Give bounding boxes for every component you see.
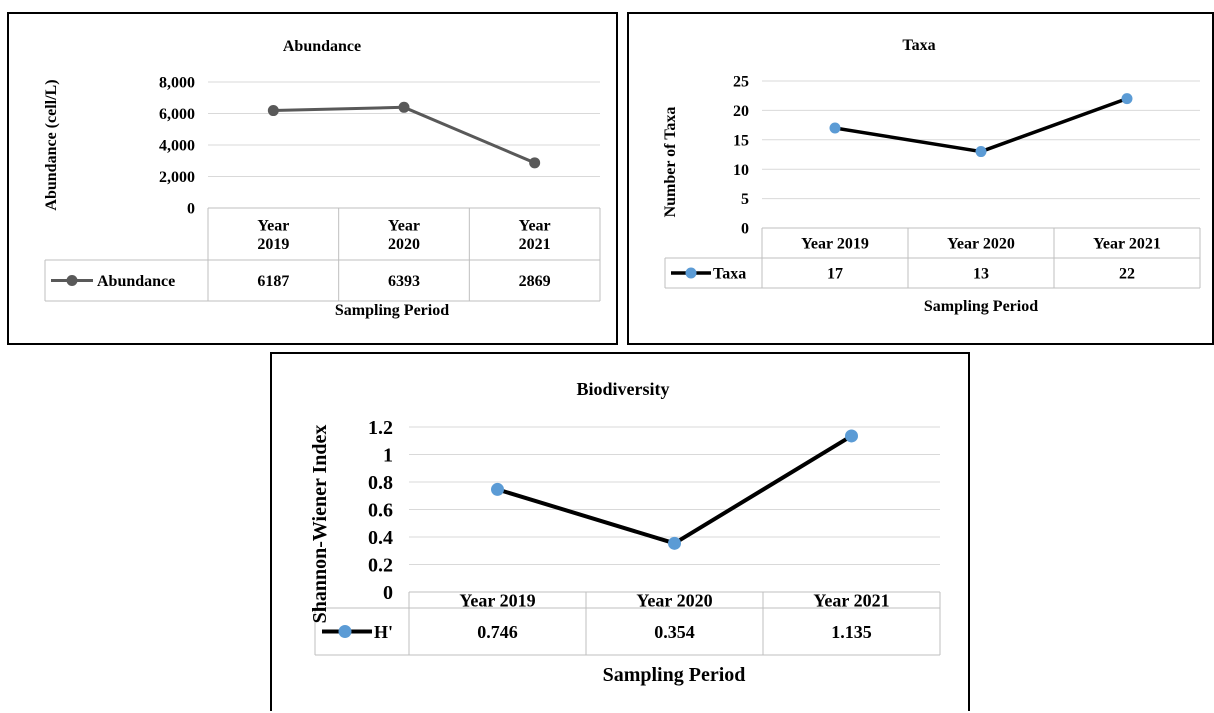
biodiversity-legend-marker [338,625,352,638]
taxa-y-tick-label: 20 [733,103,749,120]
taxa-y-tick-label: 0 [741,221,749,238]
biodiversity-x-axis-title: Sampling Period [603,664,746,686]
taxa-data-point [975,146,987,158]
taxa-legend-label: Taxa [713,266,746,283]
biodiversity-category-label: Year 2020 [636,590,712,610]
biodiversity-data-point [845,429,858,443]
abundance-category-label: 2021 [519,236,551,253]
biodiversity-value-cell: 1.135 [831,622,872,642]
biodiversity-legend-label: H' [374,622,393,642]
biodiversity-value-cell: 0.354 [654,622,695,642]
biodiversity-value-cell: 0.746 [477,622,518,642]
taxa-y-tick-label: 10 [733,162,749,179]
biodiversity-chart-panel: Biodiversity 0 0.2 0.4 0.6 0.8 1 1.2 Year 2019 Ye… [270,352,970,711]
taxa-chart-panel: Taxa 0 5 10 15 20 25 Year 2019 Year 2020 Year 202… [627,12,1214,345]
biodiversity-chart-title: Biodiversity [577,379,670,399]
biodiversity-chart: Biodiversity 0 0.2 0.4 0.6 0.8 1 1.2 Year 2019 Ye… [309,379,941,686]
taxa-value-cell: 13 [973,266,989,283]
biodiversity-series-line [496,434,853,546]
taxa-series-line [834,96,1128,154]
taxa-y-axis-title: Number of Taxa [662,107,679,218]
taxa-legend-marker [685,267,697,279]
abundance-y-tick-label: 8,000 [159,75,195,92]
abundance-category-label: Year [519,217,551,234]
taxa-value-cell: 22 [1119,266,1135,283]
biodiversity-category-label: Year 2021 [813,590,889,610]
abundance-data-point [529,157,541,169]
abundance-data-point [267,105,279,117]
biodiversity-y-tick-label: 0.2 [368,555,393,577]
abundance-chart-title: Abundance [283,38,361,55]
abundance-y-tick-label: 4,000 [159,138,195,155]
abundance-value-cell: 6187 [257,273,289,290]
taxa-value-cell: 17 [827,266,843,283]
biodiversity-y-tick-label: 0.8 [368,472,393,494]
taxa-x-axis-title: Sampling Period [924,298,1038,315]
abundance-chart: Abundance 0 2,000 4,000 6,000 8,000 Year 2019 Ye… [43,38,601,319]
biodiversity-y-tick-label: 0.4 [368,527,393,549]
abundance-y-axis-title: Abundance (cell/L) [43,79,60,210]
taxa-data-point [1121,93,1133,105]
biodiversity-data-point [668,536,681,550]
taxa-y-tick-label: 15 [733,132,749,149]
taxa-chart: Taxa 0 5 10 15 20 25 Year 2019 Year 2020 Year 202… [662,37,1201,315]
taxa-category-label: Year 2019 [801,236,869,253]
biodiversity-data-point [491,482,504,496]
abundance-value-cell: 6393 [388,273,420,290]
biodiversity-y-tick-label: 0.6 [368,500,393,522]
biodiversity-y-tick-label: 1 [383,445,393,467]
abundance-category-label: Year [257,217,289,234]
abundance-data-point [398,101,410,113]
abundance-value-cell: 2869 [519,273,551,290]
abundance-category-label: 2019 [257,236,289,253]
abundance-chart-panel: Abundance 0 2,000 4,000 6,000 8,000 Year 2019 Ye… [7,12,618,345]
taxa-data-point [829,122,841,134]
biodiversity-category-label: Year 2019 [459,590,535,610]
taxa-y-tick-label: 5 [741,191,749,208]
taxa-category-label: Year 2020 [947,236,1015,253]
taxa-y-tick-label: 25 [733,74,749,91]
abundance-x-axis-title: Sampling Period [335,302,449,319]
biodiversity-y-tick-label: 0 [383,582,393,604]
taxa-chart-title: Taxa [902,37,935,54]
abundance-y-tick-label: 0 [187,201,195,218]
abundance-category-label: Year [388,217,420,234]
taxa-category-label: Year 2021 [1093,236,1161,253]
abundance-category-label: 2020 [388,236,420,253]
abundance-legend-label: Abundance [97,273,175,290]
abundance-y-tick-label: 2,000 [159,169,195,186]
abundance-series-line [273,105,536,165]
biodiversity-y-tick-label: 1.2 [368,417,393,439]
biodiversity-y-axis-title: Shannon-Wiener Index [309,425,331,624]
abundance-y-tick-label: 6,000 [159,106,195,123]
abundance-legend-marker [66,275,78,286]
